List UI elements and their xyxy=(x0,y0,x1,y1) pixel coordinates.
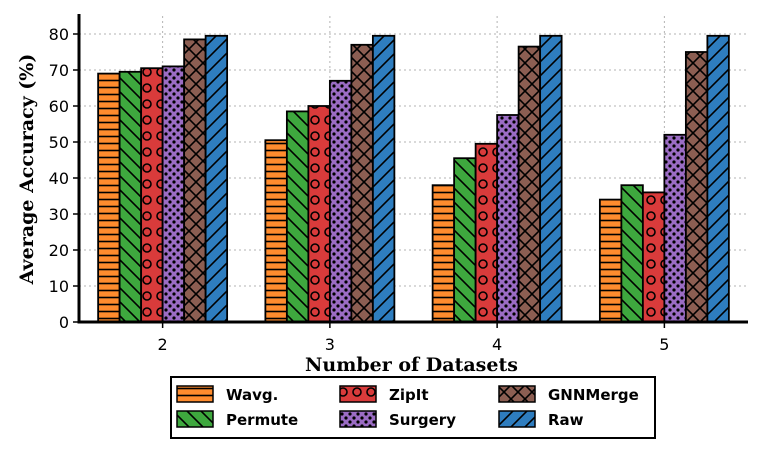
legend-label-zipit: ZipIt xyxy=(389,386,429,404)
bar-gnnmerge-3 xyxy=(350,43,374,323)
bar-surgery-4 xyxy=(496,114,520,323)
bar-permute-2 xyxy=(118,70,143,323)
bar-surgery-2 xyxy=(161,65,186,323)
legend-label-gnnmerge: GNNMerge xyxy=(548,386,639,404)
bar-raw-5 xyxy=(706,34,730,323)
y-tick-label: 20 xyxy=(49,241,69,260)
bar-permute-3 xyxy=(285,110,310,323)
y-tick-label: 40 xyxy=(49,169,69,188)
bar-zipit-2 xyxy=(140,67,164,323)
legend-swatch-zipit xyxy=(339,385,377,403)
bar-permute-4 xyxy=(453,157,477,323)
bar-zipit-5 xyxy=(641,191,666,323)
y-axis-title: Average Accuracy (%) xyxy=(16,54,38,286)
legend-swatch-wavg xyxy=(176,385,214,403)
legend-label-permute: Permute xyxy=(226,411,298,429)
bar-zipit-3 xyxy=(307,105,331,323)
ticks: 0 10 20 30 40 50 60 70 80 2 3 4 5 xyxy=(49,25,670,354)
y-tick-label: 60 xyxy=(49,97,69,116)
legend-swatch-permute xyxy=(176,410,214,428)
axes xyxy=(77,14,748,324)
bar-wavg-4 xyxy=(431,184,456,323)
bar-surgery-3 xyxy=(328,79,353,323)
x-tick-label: 2 xyxy=(158,335,168,354)
x-tick-label: 3 xyxy=(325,335,335,354)
bar-raw-4 xyxy=(539,34,563,323)
bars xyxy=(97,34,730,323)
y-tick-label: 0 xyxy=(59,313,69,332)
y-tick-label: 70 xyxy=(49,61,69,80)
legend-label-surgery: Surgery xyxy=(389,411,456,429)
legend-swatch-gnnmerge xyxy=(498,385,536,403)
legend-label-wavg: Wavg. xyxy=(226,386,278,404)
legend-swatch-surgery xyxy=(339,410,377,428)
x-tick-label: 4 xyxy=(492,335,502,354)
bar-wavg-5 xyxy=(598,198,623,323)
bar-raw-3 xyxy=(371,34,396,323)
y-tick-label: 80 xyxy=(49,25,69,44)
y-tick-label: 10 xyxy=(49,277,69,296)
bar-permute-5 xyxy=(620,184,644,323)
bar-raw-2 xyxy=(204,34,229,323)
bar-surgery-5 xyxy=(663,133,687,323)
bar-gnnmerge-2 xyxy=(183,38,207,323)
bar-zipit-4 xyxy=(474,142,499,323)
legend-swatch-raw xyxy=(498,410,536,428)
bar-gnnmerge-4 xyxy=(517,45,542,323)
bar-wavg-3 xyxy=(264,139,288,323)
x-tick-label: 5 xyxy=(659,335,669,354)
legend: Wavg. Permute ZipIt Surgery GNNMerge Raw xyxy=(170,376,656,439)
legend-label-raw: Raw xyxy=(548,411,584,429)
y-tick-label: 30 xyxy=(49,205,69,224)
y-tick-label: 50 xyxy=(49,133,69,152)
bar-gnnmerge-5 xyxy=(684,51,709,323)
bar-wavg-2 xyxy=(97,72,121,323)
legend-box xyxy=(170,376,656,439)
x-axis-title: Number of Datasets xyxy=(305,354,518,376)
